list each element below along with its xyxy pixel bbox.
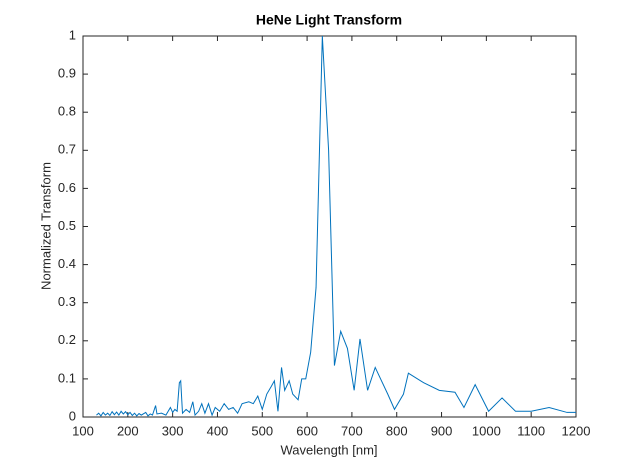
y-tick-label: 0.9: [58, 66, 76, 81]
y-axis-label: Normalized Transform: [38, 162, 53, 290]
x-tick-label: 1000: [472, 423, 501, 438]
y-tick-label: 0.7: [58, 142, 76, 157]
chart-title: HeNe Light Transform: [256, 12, 402, 28]
plot-area: [82, 35, 577, 418]
y-tick-label: 0.8: [58, 104, 76, 119]
y-tick-label: 0.5: [58, 218, 76, 233]
x-tick-label: 1100: [517, 423, 545, 438]
x-tick-label: 500: [251, 423, 273, 438]
x-tick-label: 100: [72, 423, 94, 438]
y-tick-label: 0.3: [58, 294, 76, 309]
x-tick-label: 300: [162, 423, 184, 438]
y-tick-label: 0.2: [58, 332, 76, 347]
x-tick-label: 900: [431, 423, 453, 438]
x-tick-label: 1200: [562, 423, 591, 438]
y-tick-label: 0.4: [58, 256, 76, 271]
y-tick-label: 0.1: [58, 370, 76, 385]
x-tick-label: 700: [341, 423, 363, 438]
y-tick-label: 1: [69, 27, 76, 42]
x-tick-label: 400: [207, 423, 229, 438]
x-tick-label: 200: [117, 423, 139, 438]
x-tick-label: 800: [386, 423, 408, 438]
x-tick-label: 600: [296, 423, 318, 438]
x-axis-label: Wavelength [nm]: [280, 442, 377, 457]
y-tick-label: 0: [69, 408, 76, 423]
data-line: [96, 35, 576, 417]
y-tick-label: 0.6: [58, 180, 76, 195]
